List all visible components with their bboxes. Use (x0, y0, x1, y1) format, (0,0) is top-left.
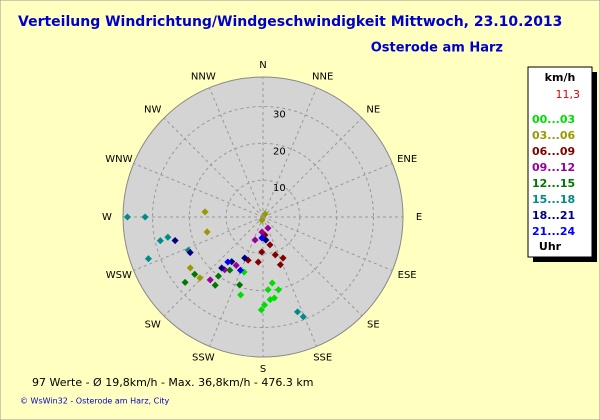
data-point (214, 272, 222, 280)
data-point (196, 274, 204, 282)
data-point (171, 237, 179, 245)
legend-entry: 03...06 (532, 129, 575, 142)
direction-label: NW (144, 105, 161, 116)
data-point (237, 291, 245, 299)
spoke (262, 87, 318, 218)
grid-ring (151, 105, 375, 329)
data-point (270, 294, 278, 302)
direction-label: ENE (397, 154, 417, 165)
spoke (163, 117, 264, 218)
data-point (258, 216, 266, 224)
data-point (274, 286, 283, 294)
direction-label: NNE (312, 72, 333, 83)
data-point (258, 228, 266, 236)
copyright: © WsWin32 - Osterode am Harz, City (20, 397, 170, 406)
data-point (201, 208, 209, 216)
direction-label: E (416, 212, 422, 223)
direction-label: S (260, 364, 266, 375)
spoke (262, 216, 318, 347)
direction-label: N (259, 60, 266, 71)
grid-ring (225, 179, 301, 255)
direction-label: WNW (105, 154, 132, 165)
direction-label: NE (366, 105, 380, 116)
legend (527, 66, 593, 258)
legend-entry: 21...24 (532, 225, 575, 238)
direction-label: SSW (192, 352, 215, 363)
legend-entry: 06...09 (532, 145, 575, 158)
r-tick-label: 20 (273, 146, 286, 157)
data-point (218, 264, 226, 272)
r-tick-label: 30 (273, 109, 286, 120)
data-point (186, 264, 194, 272)
spoke (262, 216, 393, 272)
direction-label: ESE (398, 270, 417, 281)
legend-entry: 12...15 (532, 177, 575, 190)
data-point (236, 266, 244, 274)
data-point (191, 270, 199, 278)
data-point (141, 213, 149, 221)
spoke (262, 162, 393, 218)
data-point (186, 248, 194, 257)
data-point (258, 234, 266, 242)
spoke (163, 216, 264, 317)
legend-title: km/h (545, 71, 576, 84)
spoke (208, 87, 264, 218)
data-point (268, 279, 276, 287)
data-point (279, 254, 287, 262)
data-point (251, 236, 259, 244)
data-point (203, 228, 211, 236)
legend-value: 11,3 (556, 88, 581, 101)
data-point (258, 248, 266, 256)
data-point (293, 308, 302, 316)
spoke (133, 162, 264, 218)
data-point (211, 281, 219, 289)
data-point (266, 241, 274, 249)
direction-label: NNW (191, 72, 216, 83)
data-point (123, 213, 131, 221)
chart-title: Verteilung Windrichtung/Windgeschwindigk… (18, 14, 562, 30)
direction-label: SE (367, 319, 380, 330)
data-point (206, 276, 214, 284)
data-point (241, 254, 249, 262)
data-point (226, 266, 234, 274)
spoke (208, 216, 264, 347)
direction-label: WSW (106, 270, 132, 281)
data-point (257, 306, 265, 314)
direction-label: W (102, 212, 112, 223)
grid-ring (188, 142, 338, 292)
data-point (236, 281, 244, 289)
chart-subtitle: Osterode am Harz (371, 41, 503, 56)
data-point (299, 313, 307, 321)
spoke (262, 216, 363, 317)
data-point (164, 233, 172, 241)
data-point (228, 258, 236, 266)
direction-label: SSE (313, 352, 332, 363)
direction-label: SW (145, 319, 161, 330)
data-point (224, 258, 232, 266)
footer: 97 Werte - Ø 19,8km/h - Max. 36,8km/h - … (32, 376, 313, 389)
data-point (232, 261, 240, 269)
data-point (254, 258, 262, 266)
data-point (156, 237, 164, 245)
data-point (276, 261, 284, 269)
data-point (144, 255, 152, 263)
legend-entry: 18...21 (532, 209, 575, 222)
data-point (261, 301, 269, 309)
data-point (264, 224, 272, 232)
legend-entry: 09...12 (532, 161, 575, 174)
data-point (264, 286, 272, 294)
spoke (133, 216, 264, 272)
spoke (262, 117, 363, 218)
legend-entry: 15...18 (532, 193, 575, 206)
legend-entry: 00...03 (532, 113, 575, 126)
data-point (261, 210, 269, 218)
r-tick-label: 10 (273, 183, 286, 194)
legend-footer: Uhr (539, 240, 562, 253)
data-point (181, 278, 189, 286)
data-point (271, 251, 279, 259)
